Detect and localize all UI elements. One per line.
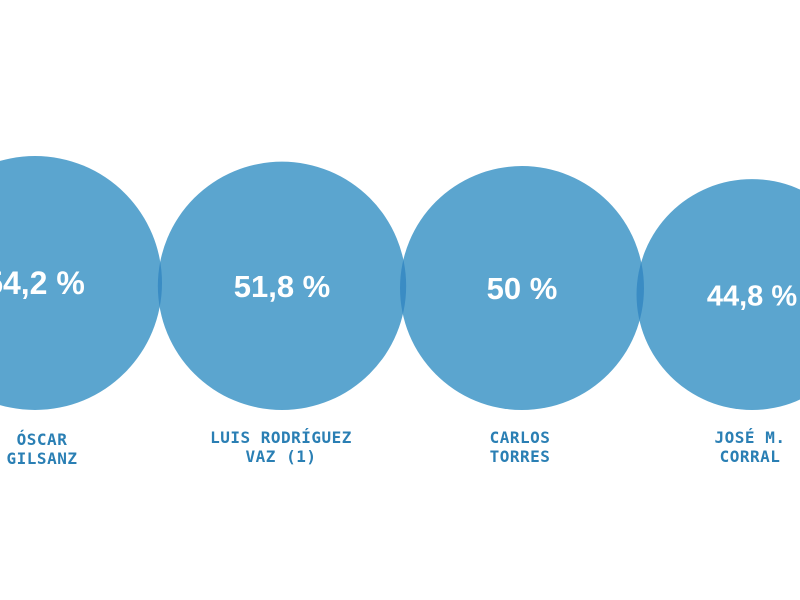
bubble-1 bbox=[157, 161, 407, 410]
bubble-2 bbox=[400, 166, 644, 410]
bubble-value-label-2: 50 % bbox=[487, 271, 558, 306]
bubble-0 bbox=[0, 156, 162, 410]
person-name-label-1: LUIS RODRÍGUEZ VAZ (1) bbox=[210, 428, 352, 466]
person-name-label-3: JOSÉ M. CORRAL bbox=[714, 428, 786, 466]
bubble-value-label-0: 54,2 % bbox=[0, 265, 85, 301]
person-name-label-0: ÓSCAR GILSANZ bbox=[6, 430, 78, 468]
bubble-value-label-1: 51,8 % bbox=[234, 269, 331, 304]
bubble-value-label-3: 44,8 % bbox=[707, 281, 797, 313]
bubble-3 bbox=[636, 179, 800, 410]
person-name-label-2: CARLOS TORRES bbox=[489, 428, 551, 466]
